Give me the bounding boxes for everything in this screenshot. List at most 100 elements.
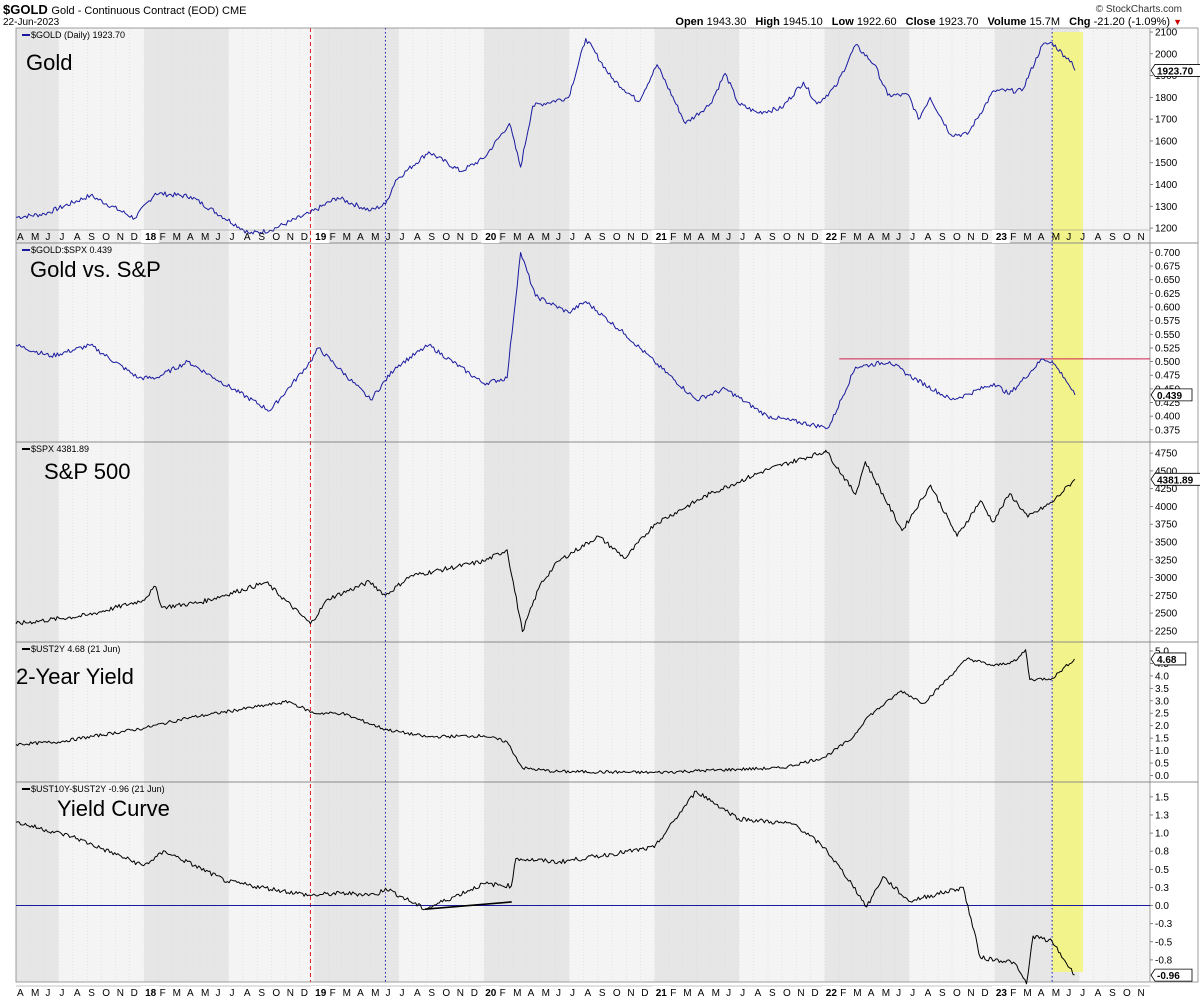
highlight-zone — [1052, 32, 1083, 972]
date-axis-label: A — [414, 232, 421, 243]
y-tick-label: 4750 — [1155, 449, 1178, 460]
date-axis-label: S — [428, 232, 435, 243]
date-axis-label: O — [272, 232, 280, 243]
date-axis-label: D — [131, 232, 138, 243]
date-axis-year-box — [651, 986, 670, 999]
symbol: $GOLD — [3, 2, 48, 17]
y-tick-label: 3750 — [1155, 520, 1178, 531]
date-axis-label: A — [414, 988, 421, 999]
y-tick-label: 0.500 — [1155, 357, 1180, 368]
date-axis-label: O — [102, 232, 110, 243]
date-axis-label: J — [229, 232, 234, 243]
date-axis-label: S — [88, 232, 95, 243]
date-axis-label: M — [853, 988, 861, 999]
date-axis-label: S — [939, 232, 946, 243]
date-axis-label: F — [670, 988, 676, 999]
date-axis-label: A — [755, 232, 762, 243]
date-axis-label: F — [840, 232, 846, 243]
panel-title: S&P 500 — [44, 459, 130, 484]
y-tick-label: -0.5 — [1155, 937, 1173, 948]
y-tick-label: 4250 — [1155, 484, 1178, 495]
last-value-tag — [1150, 652, 1187, 666]
y-tick-label: 2250 — [1155, 626, 1178, 637]
date-axis-label: M — [513, 232, 521, 243]
low-value: 1922.60 — [856, 16, 897, 28]
date-axis-label: N — [797, 988, 804, 999]
date-axis-label: A — [1038, 232, 1045, 243]
date-axis-label: O — [1123, 988, 1131, 999]
triangle-down-icon: ▼ — [1173, 17, 1182, 27]
y-tick-label: 1.5 — [1155, 792, 1169, 803]
series-line — [15, 790, 1075, 985]
y-tick-label: 0.0 — [1155, 771, 1169, 782]
date-axis-label: M — [712, 232, 720, 243]
date-axis-label: J — [910, 232, 915, 243]
y-tick-label: 0.550 — [1155, 330, 1180, 341]
date-axis-label: D — [301, 988, 308, 999]
date-axis-label: A — [698, 988, 705, 999]
y-tick-label: 0.5 — [1155, 865, 1169, 876]
last-value-label: 0.439 — [1157, 391, 1182, 402]
date-axis-label: J — [400, 232, 405, 243]
date-axis-label: S — [939, 988, 946, 999]
date-axis-year-box — [991, 230, 1010, 243]
date-axis-label: F — [500, 232, 506, 243]
date-axis-label: A — [17, 232, 24, 243]
date-axis-label: S — [1109, 988, 1116, 999]
date-axis-year-box — [141, 986, 160, 999]
date-axis-label: M — [343, 988, 351, 999]
y-tick-label: 0.600 — [1155, 303, 1180, 314]
panel-border — [15, 781, 1199, 983]
series-line — [15, 252, 1076, 430]
date-axis-label: A — [698, 232, 705, 243]
y-tick-label: -0.3 — [1155, 919, 1173, 930]
y-tick-label: 2500 — [1155, 609, 1178, 620]
date-axis-year-box — [821, 986, 840, 999]
date-axis-label: S — [428, 988, 435, 999]
y-tick-label: 3000 — [1155, 573, 1178, 584]
date-axis-label: N — [627, 232, 634, 243]
year-shade-band — [16, 28, 59, 982]
date-axis-label: F — [160, 988, 166, 999]
date-axis-label: J — [59, 232, 64, 243]
date-axis-label: J — [1080, 232, 1085, 243]
panel-legend: $UST10Y-$UST2Y -0.96 (21 Jun) — [31, 784, 165, 794]
date-axis-label: J — [726, 988, 731, 999]
date-axis-label: F — [330, 232, 336, 243]
date-axis-label: J — [740, 232, 745, 243]
date-axis-label: S — [599, 232, 606, 243]
date-axis-label: D — [811, 988, 818, 999]
date-axis-label: J — [1080, 988, 1085, 999]
date-axis-label: A — [357, 988, 364, 999]
y-tick-label: 3500 — [1155, 538, 1178, 549]
y-tick-label: 4000 — [1155, 502, 1178, 513]
date-axis-label: A — [244, 232, 251, 243]
date-axis-label: 19 — [315, 988, 327, 999]
last-value-tag — [1150, 388, 1193, 402]
y-tick-label: 0.0 — [1155, 901, 1169, 912]
y-tick-label: 4.0 — [1155, 671, 1169, 682]
y-tick-label: 1800 — [1155, 93, 1178, 104]
date-axis-label: M — [853, 232, 861, 243]
date-axis-label: A — [187, 988, 194, 999]
date-axis-label: J — [215, 232, 220, 243]
date-axis-label: O — [102, 988, 110, 999]
y-tick-label: 1.5 — [1155, 734, 1169, 745]
y-tick-label: 2750 — [1155, 591, 1178, 602]
last-value-tag — [1150, 968, 1193, 982]
y-tick-label: 1500 — [1155, 158, 1178, 169]
y-tick-label: 0.625 — [1155, 289, 1180, 300]
date-axis-label: J — [1066, 232, 1071, 243]
y-tick-label: 3.0 — [1155, 696, 1169, 707]
date-axis-label: M — [683, 988, 691, 999]
date-axis-label: A — [1095, 988, 1102, 999]
date-axis-label: M — [173, 988, 181, 999]
symbol-description: Gold - Continuous Contract (EOD) CME — [51, 5, 247, 17]
date-axis-label: M — [882, 988, 890, 999]
date-axis-label: J — [1066, 988, 1071, 999]
date-axis-label: M — [173, 232, 181, 243]
y-tick-label: 0.400 — [1155, 412, 1180, 423]
date-axis-label: 20 — [485, 232, 497, 243]
y-tick-label: 1200 — [1155, 224, 1178, 235]
